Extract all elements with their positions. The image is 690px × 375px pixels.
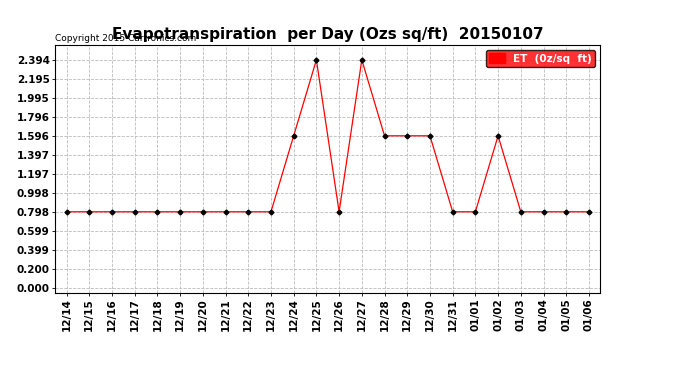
Title: Evapotranspiration  per Day (Ozs sq/ft)  20150107: Evapotranspiration per Day (Ozs sq/ft) 2… — [112, 27, 544, 42]
Legend: ET  (0z/sq  ft): ET (0z/sq ft) — [486, 50, 595, 67]
Text: Copyright 2015 Cartronics.com: Copyright 2015 Cartronics.com — [55, 33, 197, 42]
